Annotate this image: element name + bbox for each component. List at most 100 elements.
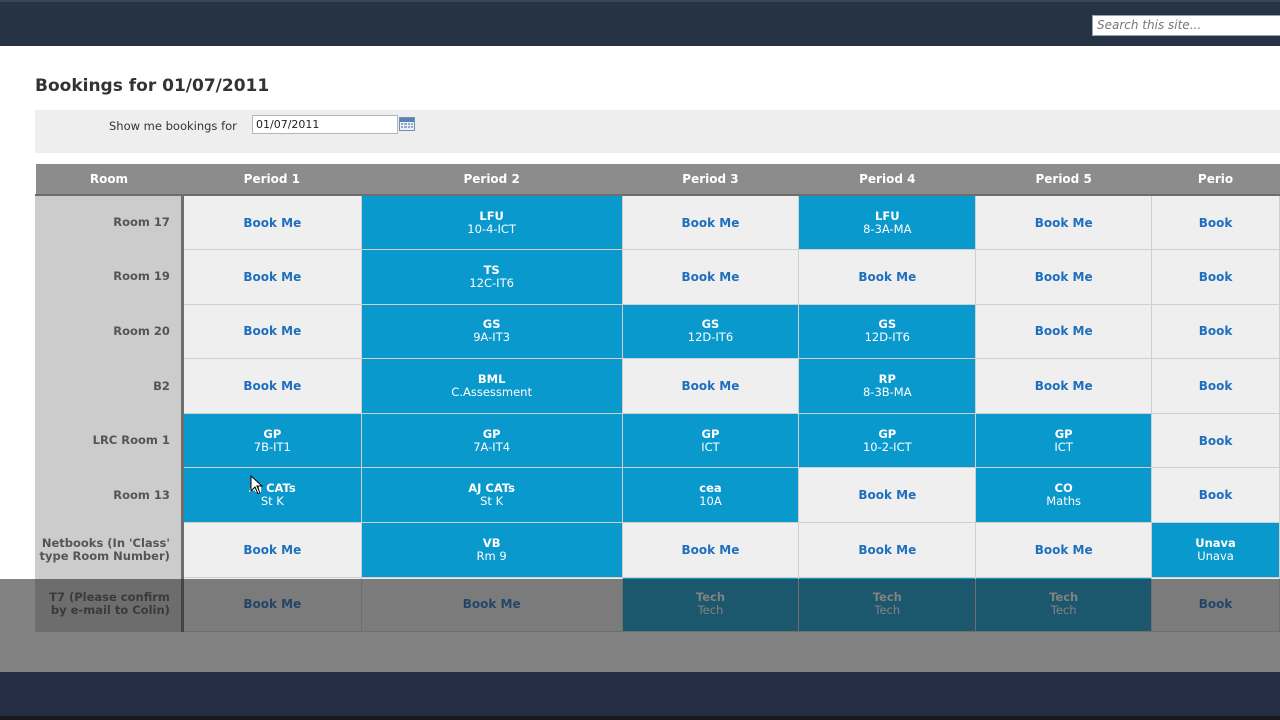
- column-header-period: Period 4: [798, 164, 976, 196]
- slot-free: Book Me: [798, 467, 977, 524]
- book-me-link[interactable]: Book Me: [243, 324, 302, 339]
- booking-owner: cea: [699, 481, 722, 496]
- book-me-link[interactable]: Book Me: [858, 488, 917, 503]
- table-row: Netbooks (In 'Class' type Room Number) Bo…: [35, 522, 1280, 578]
- date-filter-bar: Show me bookings for 01/07/2011: [35, 110, 1280, 153]
- book-me-link[interactable]: Book Me: [1034, 215, 1093, 230]
- slot-booked[interactable]: GS 12D-IT6: [798, 303, 977, 360]
- book-me-link[interactable]: Book Me: [243, 379, 302, 394]
- slot-free: Book Me: [798, 522, 977, 578]
- book-me-link[interactable]: Book Me: [681, 542, 740, 557]
- slot-free: Book: [1151, 249, 1280, 305]
- booking-class: 12D-IT6: [864, 330, 910, 345]
- table-header-row: Room Period 1 Period 2 Period 3 Period 4 Peri…: [35, 164, 1280, 196]
- slot-free: Book Me: [975, 249, 1153, 305]
- slot-booked[interactable]: Unava Unava: [1151, 522, 1280, 578]
- booking-owner: GS: [701, 317, 720, 332]
- slot-booked[interactable]: BML C.Assessment: [360, 358, 623, 414]
- booking-class: Unava: [1197, 548, 1234, 563]
- column-header-period: Perio: [1151, 164, 1280, 196]
- booking-class: St K: [260, 494, 284, 509]
- slot-booked[interactable]: CO Maths: [975, 467, 1153, 524]
- column-header-room: Room: [35, 164, 183, 196]
- slot-free: Book Me: [181, 358, 362, 414]
- table-row: Room 20 Book Me GS 9A-IT3 GS 12D-IT6 GS 12D-IT6…: [35, 303, 1280, 360]
- slot-booked[interactable]: TS 12C-IT6: [360, 249, 623, 305]
- slot-booked[interactable]: GP ICT: [621, 412, 800, 469]
- book-me-link[interactable]: Book Me: [1034, 324, 1093, 339]
- slot-free: Book: [1151, 194, 1280, 251]
- site-footer: [0, 672, 1280, 720]
- room-name: Room 19: [35, 249, 184, 305]
- book-me-link[interactable]: Book: [1198, 324, 1233, 339]
- table-row: B2 Book Me BML C.Assessment Book Me RP 8-3B-MA…: [35, 358, 1280, 414]
- booking-owner: BML: [477, 372, 506, 387]
- slot-booked[interactable]: AJ CATs St K: [360, 467, 623, 524]
- book-me-link[interactable]: Book: [1198, 215, 1233, 230]
- booking-owner: TS: [483, 262, 500, 277]
- slot-booked[interactable]: GP 7A-IT4: [360, 412, 623, 469]
- calendar-icon[interactable]: [399, 117, 415, 131]
- slot-booked[interactable]: GS 12D-IT6: [621, 303, 800, 360]
- book-me-link[interactable]: Book Me: [681, 379, 740, 394]
- slot-booked[interactable]: GP 10-2-ICT: [798, 412, 977, 469]
- booking-owner: AJ CATs: [468, 481, 516, 496]
- date-field[interactable]: 01/07/2011: [252, 115, 398, 134]
- booking-owner: GP: [878, 426, 897, 441]
- book-me-link[interactable]: Book Me: [858, 269, 917, 284]
- booking-class: St K: [480, 494, 504, 509]
- book-me-link[interactable]: Book Me: [243, 215, 302, 230]
- book-me-link[interactable]: Book Me: [243, 269, 302, 284]
- slot-free: Book: [1151, 467, 1280, 524]
- book-me-link[interactable]: Book Me: [858, 542, 917, 557]
- slot-booked[interactable]: RP 8-3B-MA: [798, 358, 977, 414]
- slot-free: Book Me: [975, 303, 1153, 360]
- mouse-cursor-icon: [250, 475, 264, 495]
- booking-class: 12D-IT6: [687, 330, 734, 345]
- slot-free: Book Me: [621, 358, 800, 414]
- booking-class: 7B-IT1: [253, 439, 291, 454]
- booking-owner: GP: [482, 426, 501, 441]
- search-input[interactable]: Search this site...: [1092, 15, 1280, 36]
- book-me-link[interactable]: Book Me: [1034, 269, 1093, 284]
- slot-booked[interactable]: GP ICT: [975, 412, 1153, 469]
- book-me-link[interactable]: Book: [1198, 269, 1233, 284]
- booking-owner: GS: [878, 317, 897, 332]
- slot-booked[interactable]: GS 9A-IT3: [360, 303, 623, 360]
- booking-class: 8-3A-MA: [863, 221, 912, 236]
- booking-class: Rm 9: [476, 548, 507, 563]
- book-me-link[interactable]: Book Me: [1034, 542, 1093, 557]
- slot-free: Book: [1151, 412, 1280, 469]
- book-me-link[interactable]: Book Me: [243, 542, 302, 557]
- book-me-link[interactable]: Book: [1198, 433, 1233, 448]
- date-filter-label: Show me bookings for: [109, 119, 237, 133]
- room-name: Room 20: [35, 303, 184, 360]
- slot-free: Book Me: [181, 194, 362, 251]
- book-me-link[interactable]: Book Me: [681, 269, 740, 284]
- booking-owner: GS: [482, 317, 501, 332]
- book-me-link[interactable]: Book Me: [681, 215, 740, 230]
- slot-free: Book: [1151, 358, 1280, 414]
- slot-booked[interactable]: AJ CATs St K: [181, 467, 362, 524]
- booking-class: 9A-IT3: [473, 330, 511, 345]
- slot-free: Book Me: [798, 249, 977, 305]
- booking-class: ICT: [1054, 439, 1073, 454]
- booking-class: 8-3B-MA: [862, 385, 912, 400]
- slot-free: Book Me: [621, 194, 800, 251]
- book-me-link[interactable]: Book Me: [1034, 379, 1093, 394]
- slot-booked[interactable]: GP 7B-IT1: [181, 412, 362, 469]
- slot-booked[interactable]: LFU 8-3A-MA: [798, 194, 977, 251]
- booking-owner: GP: [701, 426, 720, 441]
- book-me-link[interactable]: Book: [1198, 488, 1233, 503]
- column-header-period: Period 1: [182, 164, 362, 196]
- booking-owner: VB: [482, 535, 501, 550]
- booking-class: ICT: [701, 439, 720, 454]
- slot-booked[interactable]: VB Rm 9: [360, 522, 623, 578]
- book-me-link[interactable]: Book: [1198, 379, 1233, 394]
- booking-class: 7A-IT4: [473, 439, 511, 454]
- slot-booked[interactable]: cea 10A: [621, 467, 800, 524]
- booking-class: 10-2-ICT: [862, 439, 912, 454]
- room-name: Room 13: [35, 467, 184, 524]
- slot-booked[interactable]: LFU 10-4-ICT: [360, 194, 623, 251]
